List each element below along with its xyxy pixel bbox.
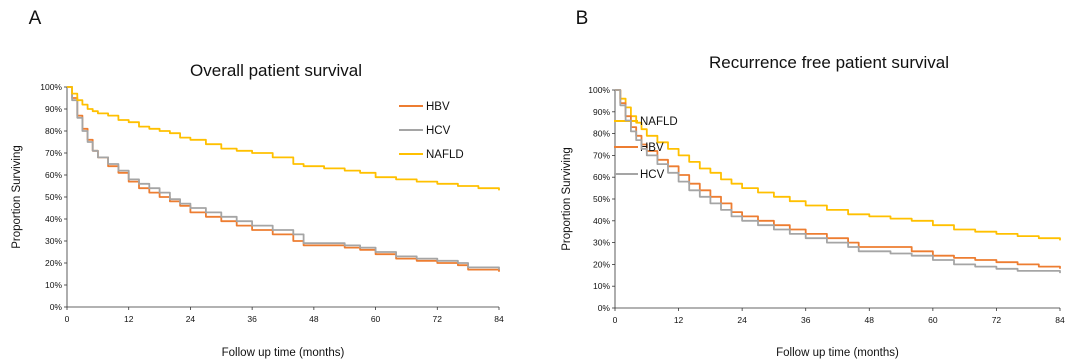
- y-tick-label: 40%: [45, 214, 62, 224]
- y-axis-title: Proportion Surviving: [561, 147, 573, 251]
- legend-label: HCV: [426, 125, 451, 137]
- y-tick-label: 80%: [593, 129, 610, 139]
- x-tick-label: 60: [928, 315, 938, 325]
- y-tick-label: 50%: [593, 194, 610, 204]
- y-tick-label: 100%: [40, 82, 62, 92]
- y-tick-label: 40%: [593, 216, 610, 226]
- x-tick-label: 24: [186, 314, 196, 324]
- x-tick-label: 0: [65, 314, 70, 324]
- x-tick-label: 84: [494, 314, 504, 324]
- y-tick-label: 70%: [45, 148, 62, 158]
- y-tick-label: 20%: [593, 259, 610, 269]
- x-tick-label: 0: [613, 315, 618, 325]
- chart-title: Recurrence free patient survival: [709, 53, 949, 72]
- y-tick-label: 50%: [45, 192, 62, 202]
- y-tick-label: 30%: [45, 236, 62, 246]
- series-line-hcv: [615, 89, 1061, 274]
- y-tick-label: 0%: [598, 303, 611, 313]
- y-tick-label: 90%: [45, 104, 62, 114]
- legend-label: NAFLD: [426, 149, 464, 161]
- y-tick-label: 10%: [45, 280, 62, 290]
- x-tick-label: 84: [1055, 315, 1065, 325]
- y-tick-label: 30%: [593, 238, 610, 248]
- legend-label: HBV: [426, 101, 450, 113]
- x-axis-title: Follow up time (months): [776, 347, 899, 359]
- x-axis-title: Follow up time (months): [222, 347, 345, 359]
- x-tick-label: 24: [737, 315, 747, 325]
- series-line-hcv: [67, 86, 500, 270]
- y-tick-label: 60%: [45, 170, 62, 180]
- y-tick-label: 100%: [588, 85, 610, 95]
- series-line-nafld: [67, 86, 500, 191]
- y-tick-label: 60%: [593, 172, 610, 182]
- panel-b: B Recurrence free patient survival 0% 10% 20…: [561, 8, 1065, 359]
- x-tick-label: 48: [309, 314, 319, 324]
- x-tick-label: 72: [992, 315, 1002, 325]
- panel-letter: A: [29, 8, 42, 29]
- y-tick-label: 0%: [50, 302, 63, 312]
- y-axis-title: Proportion Surviving: [11, 145, 23, 249]
- x-tick-label: 36: [247, 314, 257, 324]
- chart-title: Overall patient survival: [190, 61, 362, 80]
- x-tick-label: 12: [674, 315, 684, 325]
- series-line-nafld: [615, 89, 1061, 241]
- y-tick-label: 90%: [593, 107, 610, 117]
- panel-letter: B: [576, 8, 589, 29]
- x-tick-label: 36: [801, 315, 811, 325]
- x-tick-label: 48: [865, 315, 875, 325]
- y-tick-label: 80%: [45, 126, 62, 136]
- x-tick-label: 60: [371, 314, 381, 324]
- x-tick-label: 72: [433, 314, 443, 324]
- x-tick-label: 12: [124, 314, 134, 324]
- legend-label: HCV: [640, 169, 665, 181]
- y-tick-label: 20%: [45, 258, 62, 268]
- y-tick-label: 70%: [593, 150, 610, 160]
- legend-label: NAFLD: [640, 116, 678, 128]
- y-tick-label: 10%: [593, 281, 610, 291]
- panel-a: A Overall patient survival 0% 10% 20% 30% 40% 5…: [11, 8, 504, 359]
